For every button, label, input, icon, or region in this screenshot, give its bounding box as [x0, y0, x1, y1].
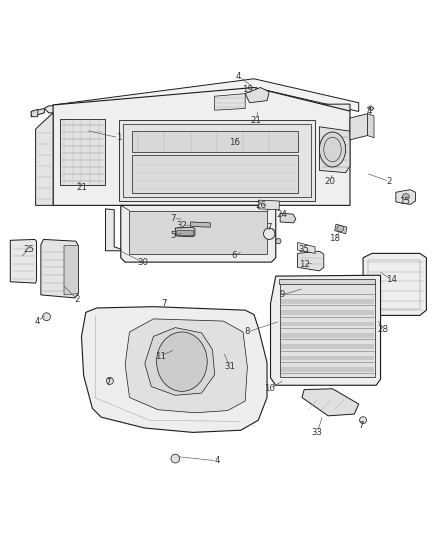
Polygon shape	[271, 275, 381, 385]
Polygon shape	[367, 106, 374, 111]
Text: 25: 25	[24, 245, 35, 254]
Ellipse shape	[403, 193, 410, 200]
Polygon shape	[280, 213, 296, 223]
Polygon shape	[281, 321, 374, 326]
Text: 7: 7	[162, 299, 167, 308]
Ellipse shape	[264, 228, 275, 239]
Polygon shape	[396, 190, 416, 205]
Polygon shape	[175, 227, 195, 237]
Text: 9: 9	[279, 290, 285, 300]
Ellipse shape	[360, 417, 367, 424]
Polygon shape	[281, 299, 374, 304]
Polygon shape	[11, 239, 36, 283]
Polygon shape	[130, 211, 267, 254]
Text: 21: 21	[76, 183, 87, 192]
Polygon shape	[53, 87, 350, 205]
Polygon shape	[215, 94, 245, 110]
Polygon shape	[64, 246, 78, 295]
Polygon shape	[319, 127, 350, 173]
Text: 7: 7	[105, 378, 110, 387]
Text: 8: 8	[245, 327, 250, 336]
Text: 20: 20	[325, 177, 336, 186]
Text: 4: 4	[367, 107, 372, 116]
Polygon shape	[132, 155, 297, 193]
Text: 7: 7	[266, 223, 272, 232]
Ellipse shape	[337, 225, 344, 231]
Text: 7: 7	[358, 422, 364, 430]
Polygon shape	[35, 113, 53, 205]
Polygon shape	[125, 319, 247, 413]
Text: 6: 6	[232, 251, 237, 260]
Polygon shape	[350, 114, 367, 140]
Text: 4: 4	[35, 317, 41, 326]
Text: 1: 1	[116, 133, 121, 142]
Text: 4: 4	[214, 456, 219, 465]
Polygon shape	[335, 224, 347, 234]
Polygon shape	[31, 109, 38, 117]
Polygon shape	[121, 205, 276, 262]
Polygon shape	[280, 283, 375, 376]
Polygon shape	[258, 200, 279, 210]
Text: 33: 33	[312, 428, 323, 437]
Text: 28: 28	[377, 325, 388, 334]
Polygon shape	[281, 356, 374, 360]
Polygon shape	[44, 104, 350, 113]
Text: 14: 14	[386, 275, 397, 284]
Polygon shape	[106, 209, 121, 251]
Polygon shape	[245, 87, 269, 103]
Text: 12: 12	[299, 260, 310, 269]
Polygon shape	[123, 124, 311, 197]
Polygon shape	[297, 243, 315, 253]
Polygon shape	[31, 108, 44, 117]
Polygon shape	[145, 328, 215, 395]
Polygon shape	[119, 120, 315, 201]
Polygon shape	[363, 253, 426, 316]
Polygon shape	[367, 114, 374, 138]
Text: 35: 35	[299, 245, 310, 254]
Ellipse shape	[106, 377, 113, 384]
Polygon shape	[41, 239, 78, 298]
Ellipse shape	[42, 313, 50, 321]
Ellipse shape	[319, 132, 346, 167]
Polygon shape	[279, 279, 375, 284]
Polygon shape	[81, 306, 267, 432]
Polygon shape	[281, 333, 374, 338]
Text: 10: 10	[264, 384, 275, 393]
Polygon shape	[177, 231, 194, 236]
Ellipse shape	[171, 454, 180, 463]
Ellipse shape	[276, 239, 281, 244]
Polygon shape	[132, 131, 297, 152]
Polygon shape	[60, 119, 106, 185]
Ellipse shape	[156, 332, 207, 391]
Text: 26: 26	[255, 201, 266, 210]
Text: 19: 19	[242, 85, 253, 94]
Text: 2: 2	[386, 177, 392, 186]
Text: 4: 4	[236, 72, 241, 81]
Text: 30: 30	[137, 257, 148, 266]
Text: 2: 2	[74, 295, 80, 304]
Text: 31: 31	[224, 362, 235, 372]
Polygon shape	[297, 251, 324, 271]
Text: 5: 5	[170, 231, 176, 240]
Text: 32: 32	[177, 221, 187, 230]
Polygon shape	[281, 367, 374, 372]
Polygon shape	[302, 389, 359, 416]
Text: 16: 16	[229, 138, 240, 147]
Text: 11: 11	[155, 351, 166, 360]
Text: 7: 7	[170, 214, 176, 223]
Polygon shape	[191, 222, 210, 227]
Polygon shape	[281, 310, 374, 315]
Text: 15: 15	[399, 197, 410, 206]
Text: 18: 18	[329, 233, 340, 243]
Polygon shape	[53, 79, 359, 114]
Text: 21: 21	[251, 116, 261, 125]
Text: 24: 24	[277, 209, 288, 219]
Polygon shape	[281, 344, 374, 349]
